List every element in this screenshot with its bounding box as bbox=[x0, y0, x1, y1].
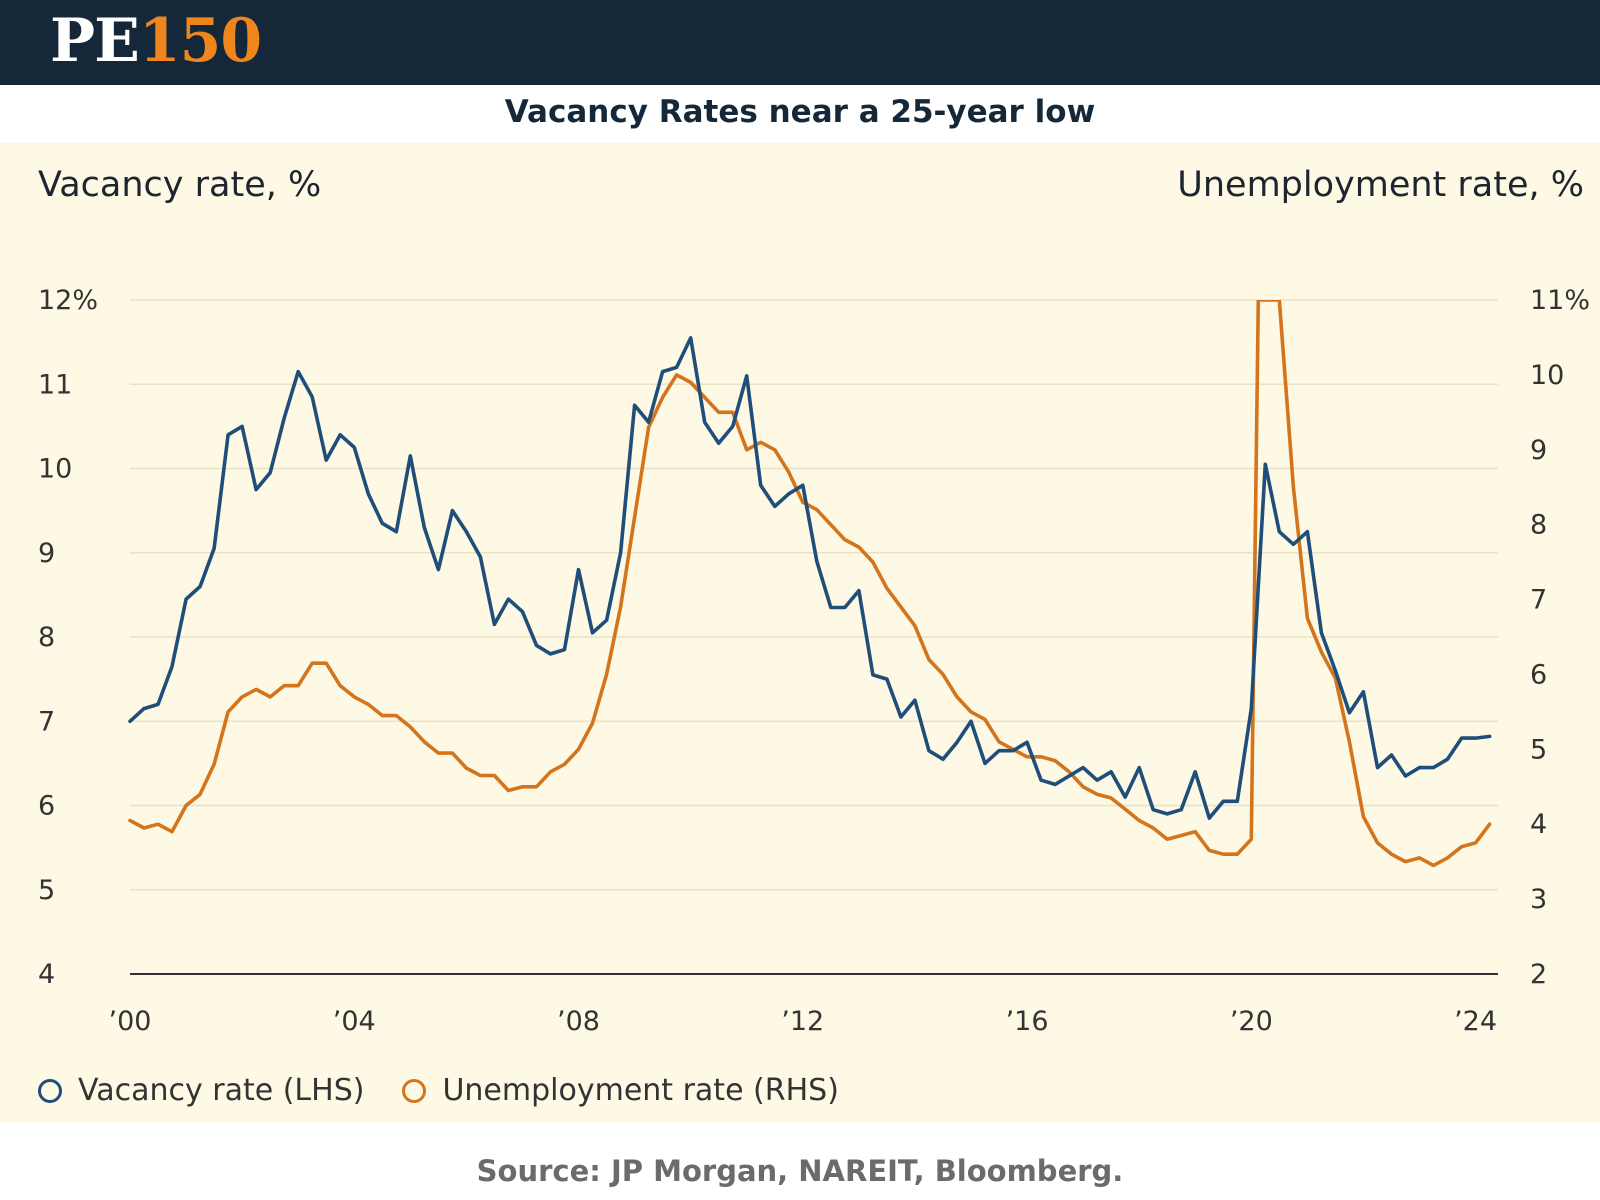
legend-swatch-unemployment bbox=[402, 1078, 427, 1103]
left-tick-label: 12% bbox=[38, 285, 98, 316]
left-tick-label: 10 bbox=[38, 454, 72, 485]
left-tick-label: 8 bbox=[38, 622, 55, 653]
right-tick-label: 8 bbox=[1530, 510, 1547, 541]
right-tick-label: 6 bbox=[1530, 659, 1547, 690]
source-note: Source: JP Morgan, NAREIT, Bloomberg. bbox=[476, 1154, 1124, 1188]
x-tick-label: ’00 bbox=[109, 1006, 152, 1037]
left-tick-label: 4 bbox=[38, 959, 55, 990]
legend-item-unemployment: Unemployment rate (RHS) bbox=[402, 1073, 839, 1108]
right-tick-label: 7 bbox=[1530, 585, 1547, 616]
right-tick-label: 11% bbox=[1530, 285, 1590, 316]
left-tick-label: 7 bbox=[38, 706, 55, 737]
logo-pe: PE bbox=[50, 6, 140, 76]
x-tick-label: ’20 bbox=[1230, 1006, 1273, 1037]
right-tick-label: 9 bbox=[1530, 435, 1547, 466]
brand-header: PE150 bbox=[0, 0, 1600, 85]
right-axis-title: Unemployment rate, % bbox=[1177, 165, 1584, 205]
line-chart: 12% 11 10 9 8 7 6 5 4 11% 10 9 8 7 6 5 4 3 2 ’00 ’04 ’08 ’12 ’1… bbox=[38, 285, 1590, 1037]
right-tick-label: 10 bbox=[1530, 360, 1564, 391]
series-line-unemployment bbox=[128, 300, 1492, 868]
right-tick-label: 3 bbox=[1530, 884, 1547, 915]
right-tick-label: 2 bbox=[1530, 959, 1547, 990]
logo-number: 150 bbox=[138, 6, 262, 76]
legend-label-vacancy: Vacancy rate (LHS) bbox=[78, 1073, 365, 1108]
x-tick-label: ’12 bbox=[781, 1006, 824, 1037]
right-tick-label: 5 bbox=[1530, 734, 1547, 765]
left-tick-label: 9 bbox=[38, 538, 55, 569]
chart-panel: Vacancy rate, % Unemployment rate, % 12%… bbox=[0, 143, 1600, 1123]
x-tick-label: ’24 bbox=[1454, 1006, 1497, 1037]
x-tick-label: ’08 bbox=[557, 1006, 600, 1037]
left-tick-label: 5 bbox=[38, 875, 55, 906]
right-tick-label: 4 bbox=[1530, 809, 1547, 840]
legend-item-vacancy: Vacancy rate (LHS) bbox=[38, 1073, 364, 1108]
x-tick-label: ’04 bbox=[333, 1006, 376, 1037]
legend-swatch-vacancy bbox=[38, 1078, 62, 1103]
x-tick-label: ’16 bbox=[1006, 1006, 1049, 1037]
brand-logo: PE150 bbox=[50, 6, 262, 76]
left-axis-title: Vacancy rate, % bbox=[38, 165, 322, 205]
left-tick-label: 11 bbox=[38, 369, 72, 400]
chart-title: Vacancy Rates near a 25-year low bbox=[504, 94, 1096, 130]
legend-label-unemployment: Unemployment rate (RHS) bbox=[442, 1073, 839, 1108]
series-line-vacancy bbox=[128, 336, 1492, 820]
left-tick-label: 6 bbox=[38, 791, 55, 822]
chart-legend: Vacancy rate (LHS) Unemployment rate (RH… bbox=[38, 1073, 877, 1108]
